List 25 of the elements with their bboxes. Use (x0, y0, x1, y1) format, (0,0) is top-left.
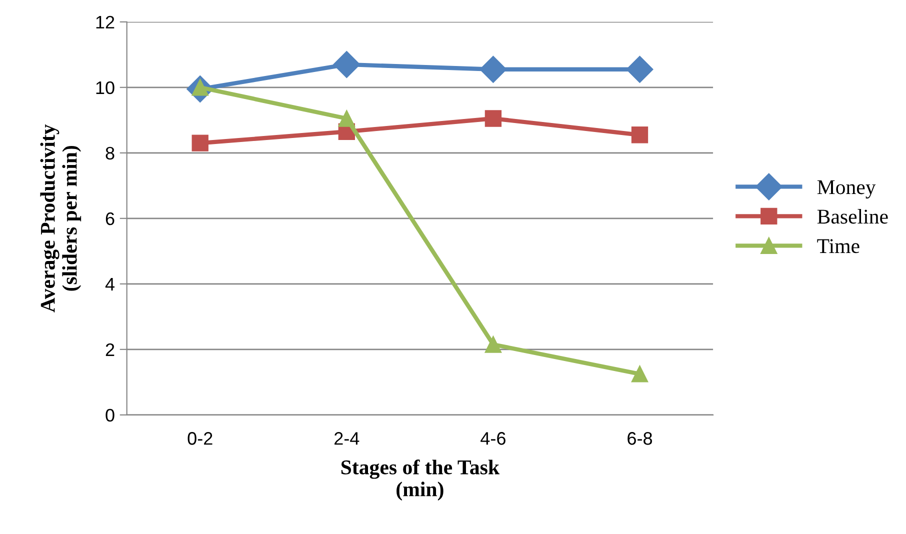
point (192, 134, 208, 152)
y-tick-label: 12 (96, 16, 114, 28)
x-tick-label: 2-4 (334, 432, 360, 445)
y-tick-label: 10 (96, 81, 114, 94)
y-tick-label: 0 (106, 408, 114, 422)
point (484, 336, 502, 353)
y-tick-label: 6 (106, 212, 114, 226)
point (631, 126, 648, 144)
y-tick-label: 2 (106, 343, 114, 356)
point (631, 366, 648, 382)
y-tick-label: 8 (106, 146, 114, 160)
point (338, 110, 355, 127)
point (484, 110, 502, 127)
point (480, 56, 507, 83)
x-tick-label: 4-6 (480, 432, 506, 445)
x-axis-title: Stages of the Task (min) (341, 460, 500, 501)
x-tick-label: 6-8 (628, 432, 652, 445)
legend-label: Money (817, 180, 876, 199)
y-tick-label: 4 (105, 278, 115, 290)
y-axis-title: Average Productivity (sliders per min) (40, 124, 82, 312)
point (626, 56, 654, 83)
legend-label: Baseline (817, 209, 888, 224)
legend-label: Time (817, 239, 860, 254)
x-tick-label: 0-2 (188, 432, 212, 445)
point (333, 51, 360, 78)
